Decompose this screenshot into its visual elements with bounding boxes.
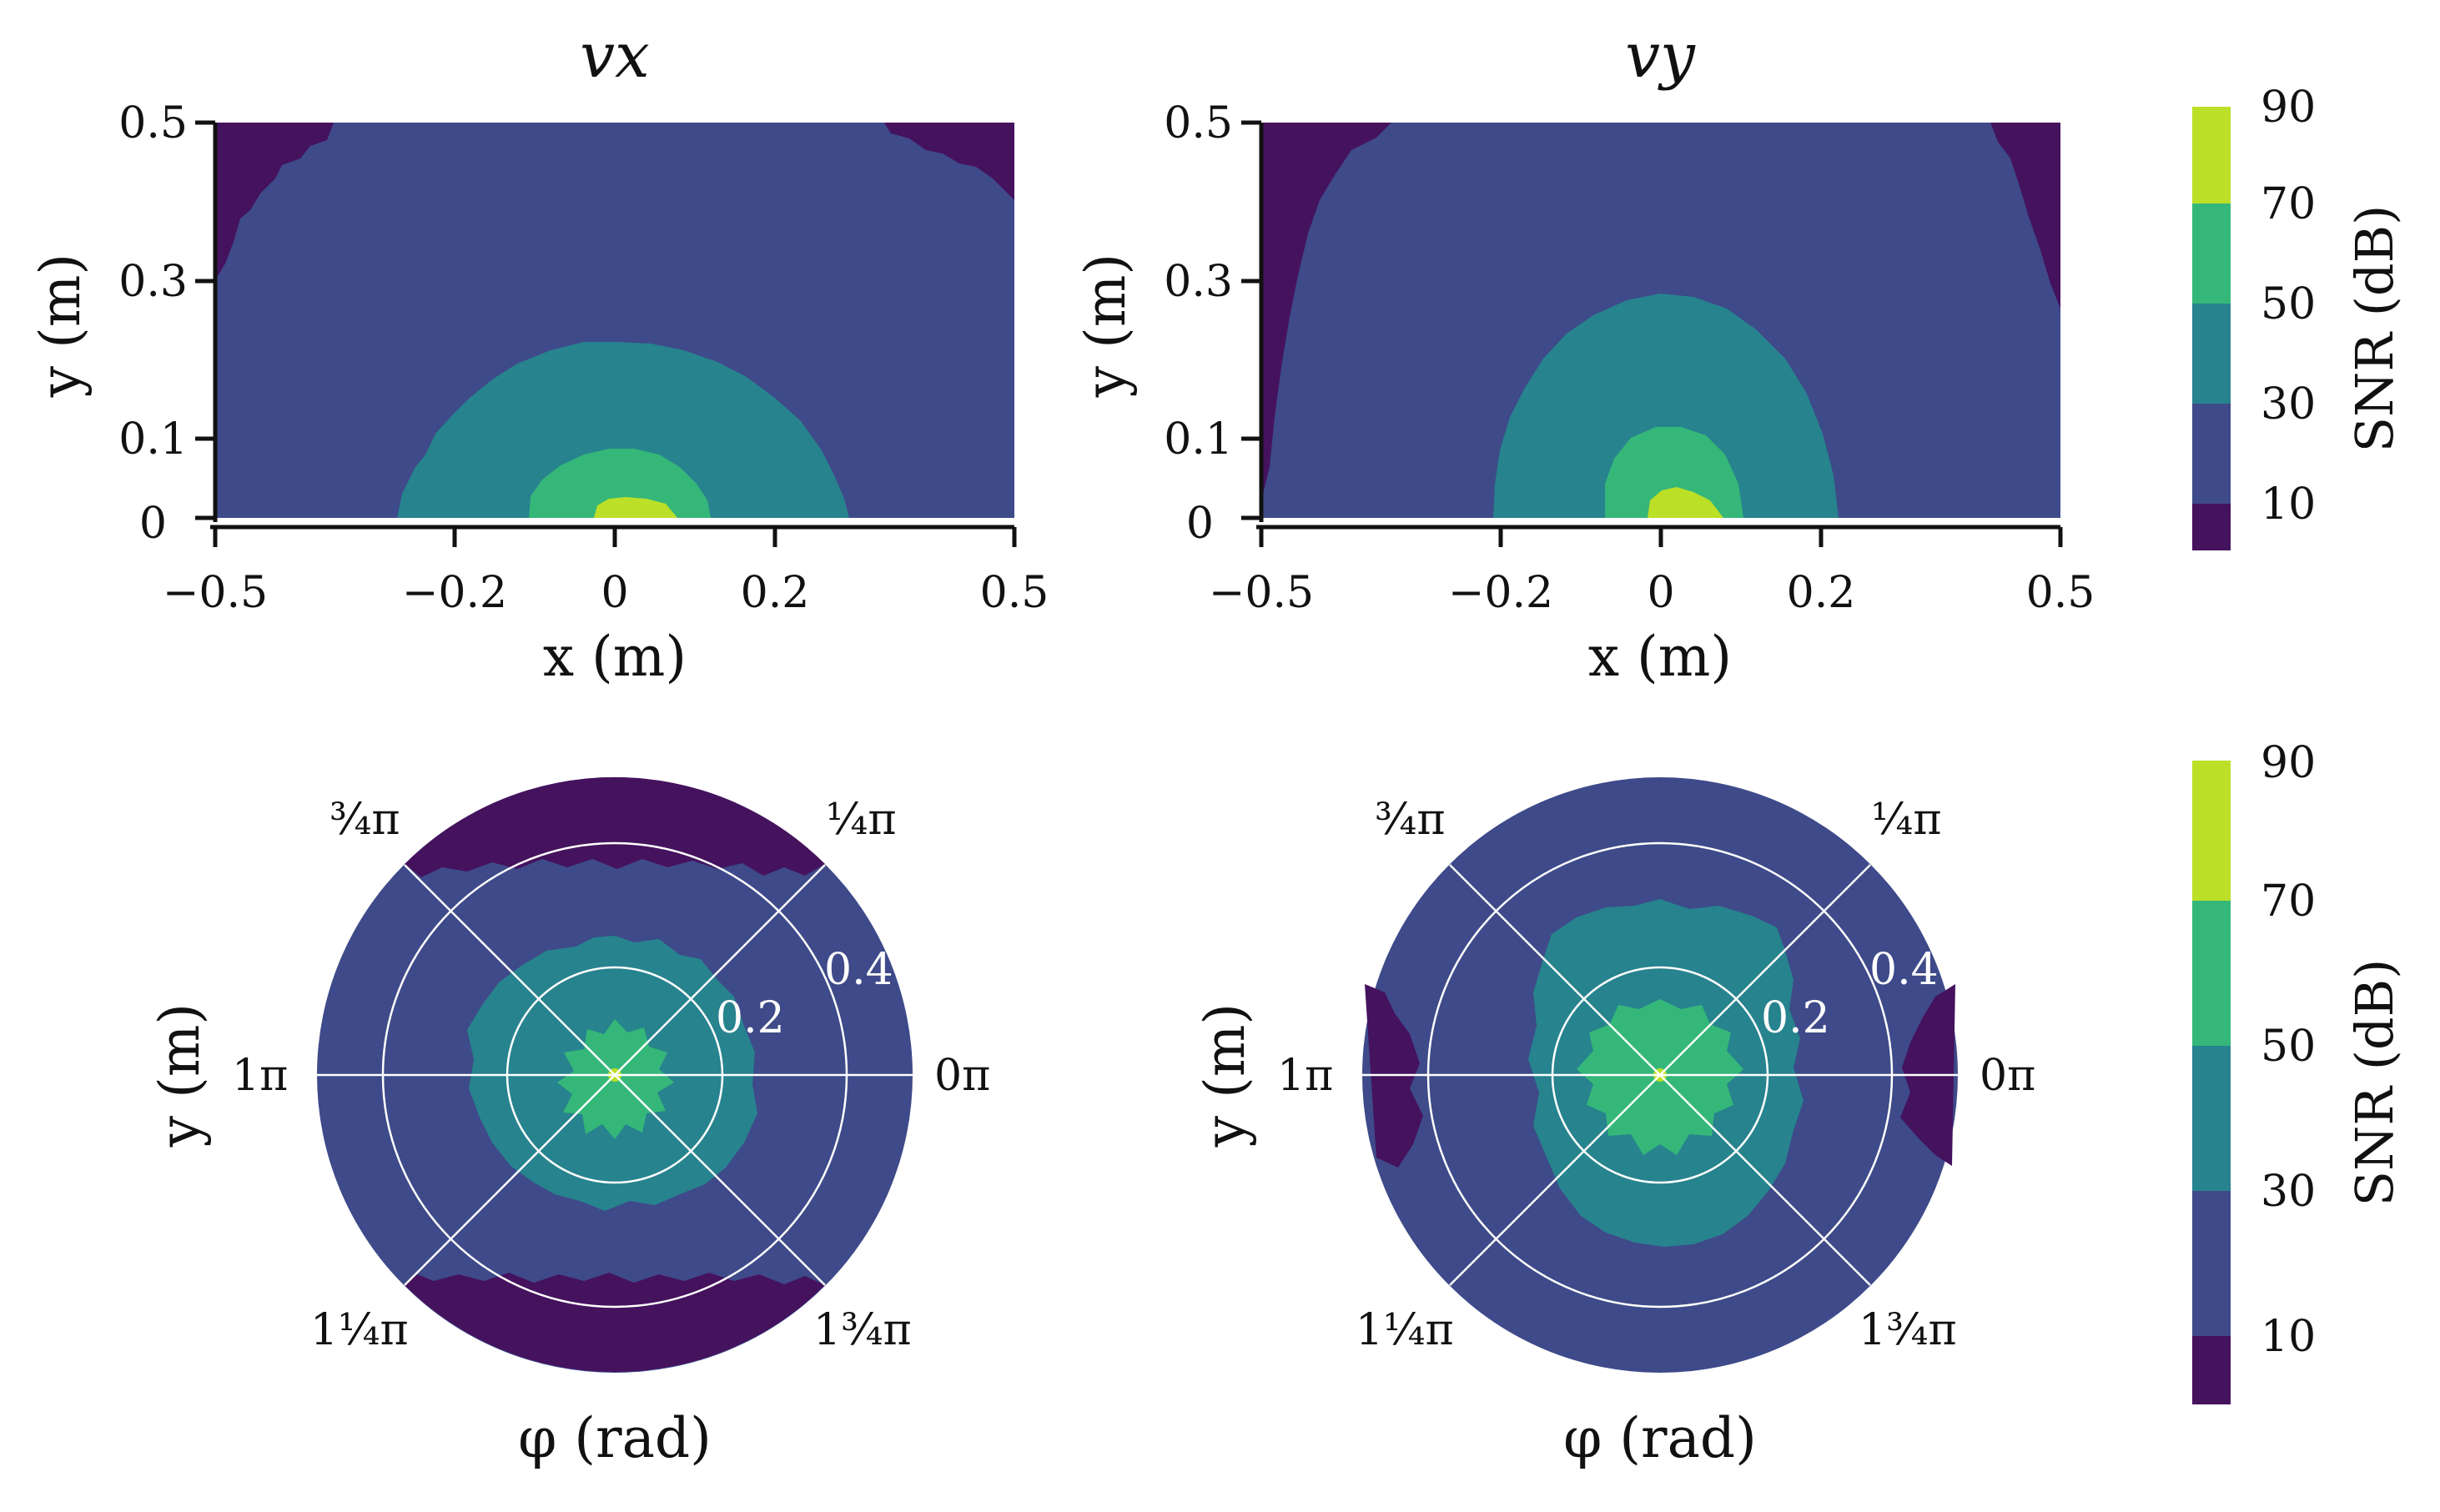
colorbar-tick-label: 70 [2261,877,2316,927]
contour-band-70-vy [1605,427,1743,518]
colorbar-tick-label: 30 [2261,379,2316,429]
y-tick-label: 0.3 [118,257,188,307]
axes-vy [1241,120,2063,547]
polar-grid-left [317,841,913,1309]
x-axis-label-polar-right: φ (rad) [1563,1406,1757,1470]
colorbar-tick-label: 90 [2261,83,2316,133]
contour-band-90-vy [1648,487,1723,518]
x-tick-label: 0 [601,568,628,618]
r-tick-label: 0.2 [716,993,785,1043]
colorbar-swatch-50 [2192,304,2231,404]
axes-vx [195,120,1017,547]
y-tick-label: 0.1 [1164,414,1233,465]
y-tick-label: 0.5 [118,98,188,148]
x-tick-label: 0.2 [1787,568,1856,618]
panel-title-vy: vy [1625,20,1696,92]
contour-band-50-vx [397,342,849,518]
angle-label: 1π [1277,1051,1333,1101]
colorbar-tick-label: 50 [2261,1022,2316,1072]
x-axis-label-polar-left: φ (rad) [518,1406,712,1470]
r-tick-label: 0.2 [1761,993,1830,1043]
colorbar-swatch-10 [2192,504,2231,550]
panel-vx: vx 0.5 0.3 0.1 0 [28,20,1049,689]
colorbar-top: 90 70 50 30 10 SNR (dB) [2192,83,2405,550]
panel-polar-left: 0.2 0.4 0π ¼π ¾π 1π 1¼π 1¾π φ (rad) y (m… [148,776,990,1470]
x-tick-label: 0.5 [980,568,1049,618]
x-tick-label: −0.5 [1209,568,1314,618]
angle-label: ¼π [826,795,897,845]
panel-polar-right: 0.2 0.4 0π ¼π ¾π 1π 1¼π 1¾π φ (rad) y (m… [1193,777,2035,1470]
angle-label: 1π [232,1051,288,1101]
angle-label: ¼π [1871,795,1942,845]
colorbar-swatch-10 [2192,1336,2231,1404]
y-tick-label: 0.5 [1164,98,1233,148]
colorbar-tick-label: 50 [2261,279,2316,329]
colorbar-tick-label: 70 [2261,179,2316,229]
angle-label: 1¾π [1859,1305,1957,1355]
colorbar-label-top: SNR (dB) [2344,205,2405,453]
r-tick-label: 0.4 [824,945,893,995]
colorbar-swatch-30 [2192,404,2231,504]
x-tick-label: −0.5 [163,568,268,618]
colorbar-swatch-70 [2192,203,2231,304]
colorbar-swatch-70 [2192,901,2231,1046]
contour-field-vy [1261,123,2060,518]
contour-band-10-topright-vx [884,123,1014,200]
colorbar-tick-label: 10 [2261,480,2316,530]
panel-vy: vy 0.5 0.3 0.1 0 [1074,20,2095,689]
angle-label: ¾π [330,795,400,845]
x-tick-label: 0 [1647,568,1674,618]
colorbar-swatch-90 [2192,761,2231,901]
angle-label: 0π [1980,1051,2035,1101]
contour-band-70-vx [529,449,711,518]
y-tick-label: 0 [139,499,167,549]
polar-band-10-bottom-left [405,1273,825,1373]
colorbar-swatch-50 [2192,1046,2231,1191]
colorbar-tick-label: 30 [2261,1167,2316,1217]
r-tick-label: 0.4 [1869,945,1939,995]
colorbar-bottom: 90 70 50 30 10 SNR (dB) [2192,738,2405,1404]
y-tick-label: 0 [1186,499,1214,549]
contour-band-90-vx [594,497,677,518]
polar-grid-right [1362,841,1958,1309]
colorbar-swatch-30 [2192,1191,2231,1336]
contour-band-10-topright-vy [1990,123,2060,309]
x-tick-label: 0.5 [2026,568,2095,618]
x-tick-label: −0.2 [402,568,507,618]
x-axis-label-vy: x (m) [1588,625,1732,689]
colorbar-label-bottom: SNR (dB) [2344,959,2405,1207]
angle-label: 1¼π [310,1305,409,1355]
contour-band-10-topleft-vy [1261,123,1391,500]
contour-field-vx [215,123,1014,518]
y-axis-label-polar-left: y (m) [148,1003,212,1148]
y-tick-label: 0.3 [1164,257,1233,307]
angle-label: 1¾π [813,1305,912,1355]
panel-title-vx: vx [580,20,650,92]
y-axis-label-polar-right: y (m) [1193,1003,1257,1148]
contour-band-50-vy [1493,294,1839,518]
angle-label: ¾π [1375,795,1446,845]
contour-band-10-topleft-vx [215,123,334,280]
y-tick-label: 0.1 [118,414,188,465]
y-axis-label-vy: y (m) [1074,254,1138,398]
angle-label: 0π [934,1051,990,1101]
angle-label: 1¼π [1356,1305,1454,1355]
y-axis-label-vx: y (m) [28,254,93,398]
colorbar-tick-label: 90 [2261,738,2316,788]
polar-band-10-top-left [405,776,825,877]
colorbar-tick-label: 10 [2261,1312,2316,1362]
x-tick-label: 0.2 [741,568,810,618]
x-axis-label-vx: x (m) [543,625,687,689]
x-tick-label: −0.2 [1448,568,1553,618]
colorbar-swatch-90 [2192,107,2231,203]
